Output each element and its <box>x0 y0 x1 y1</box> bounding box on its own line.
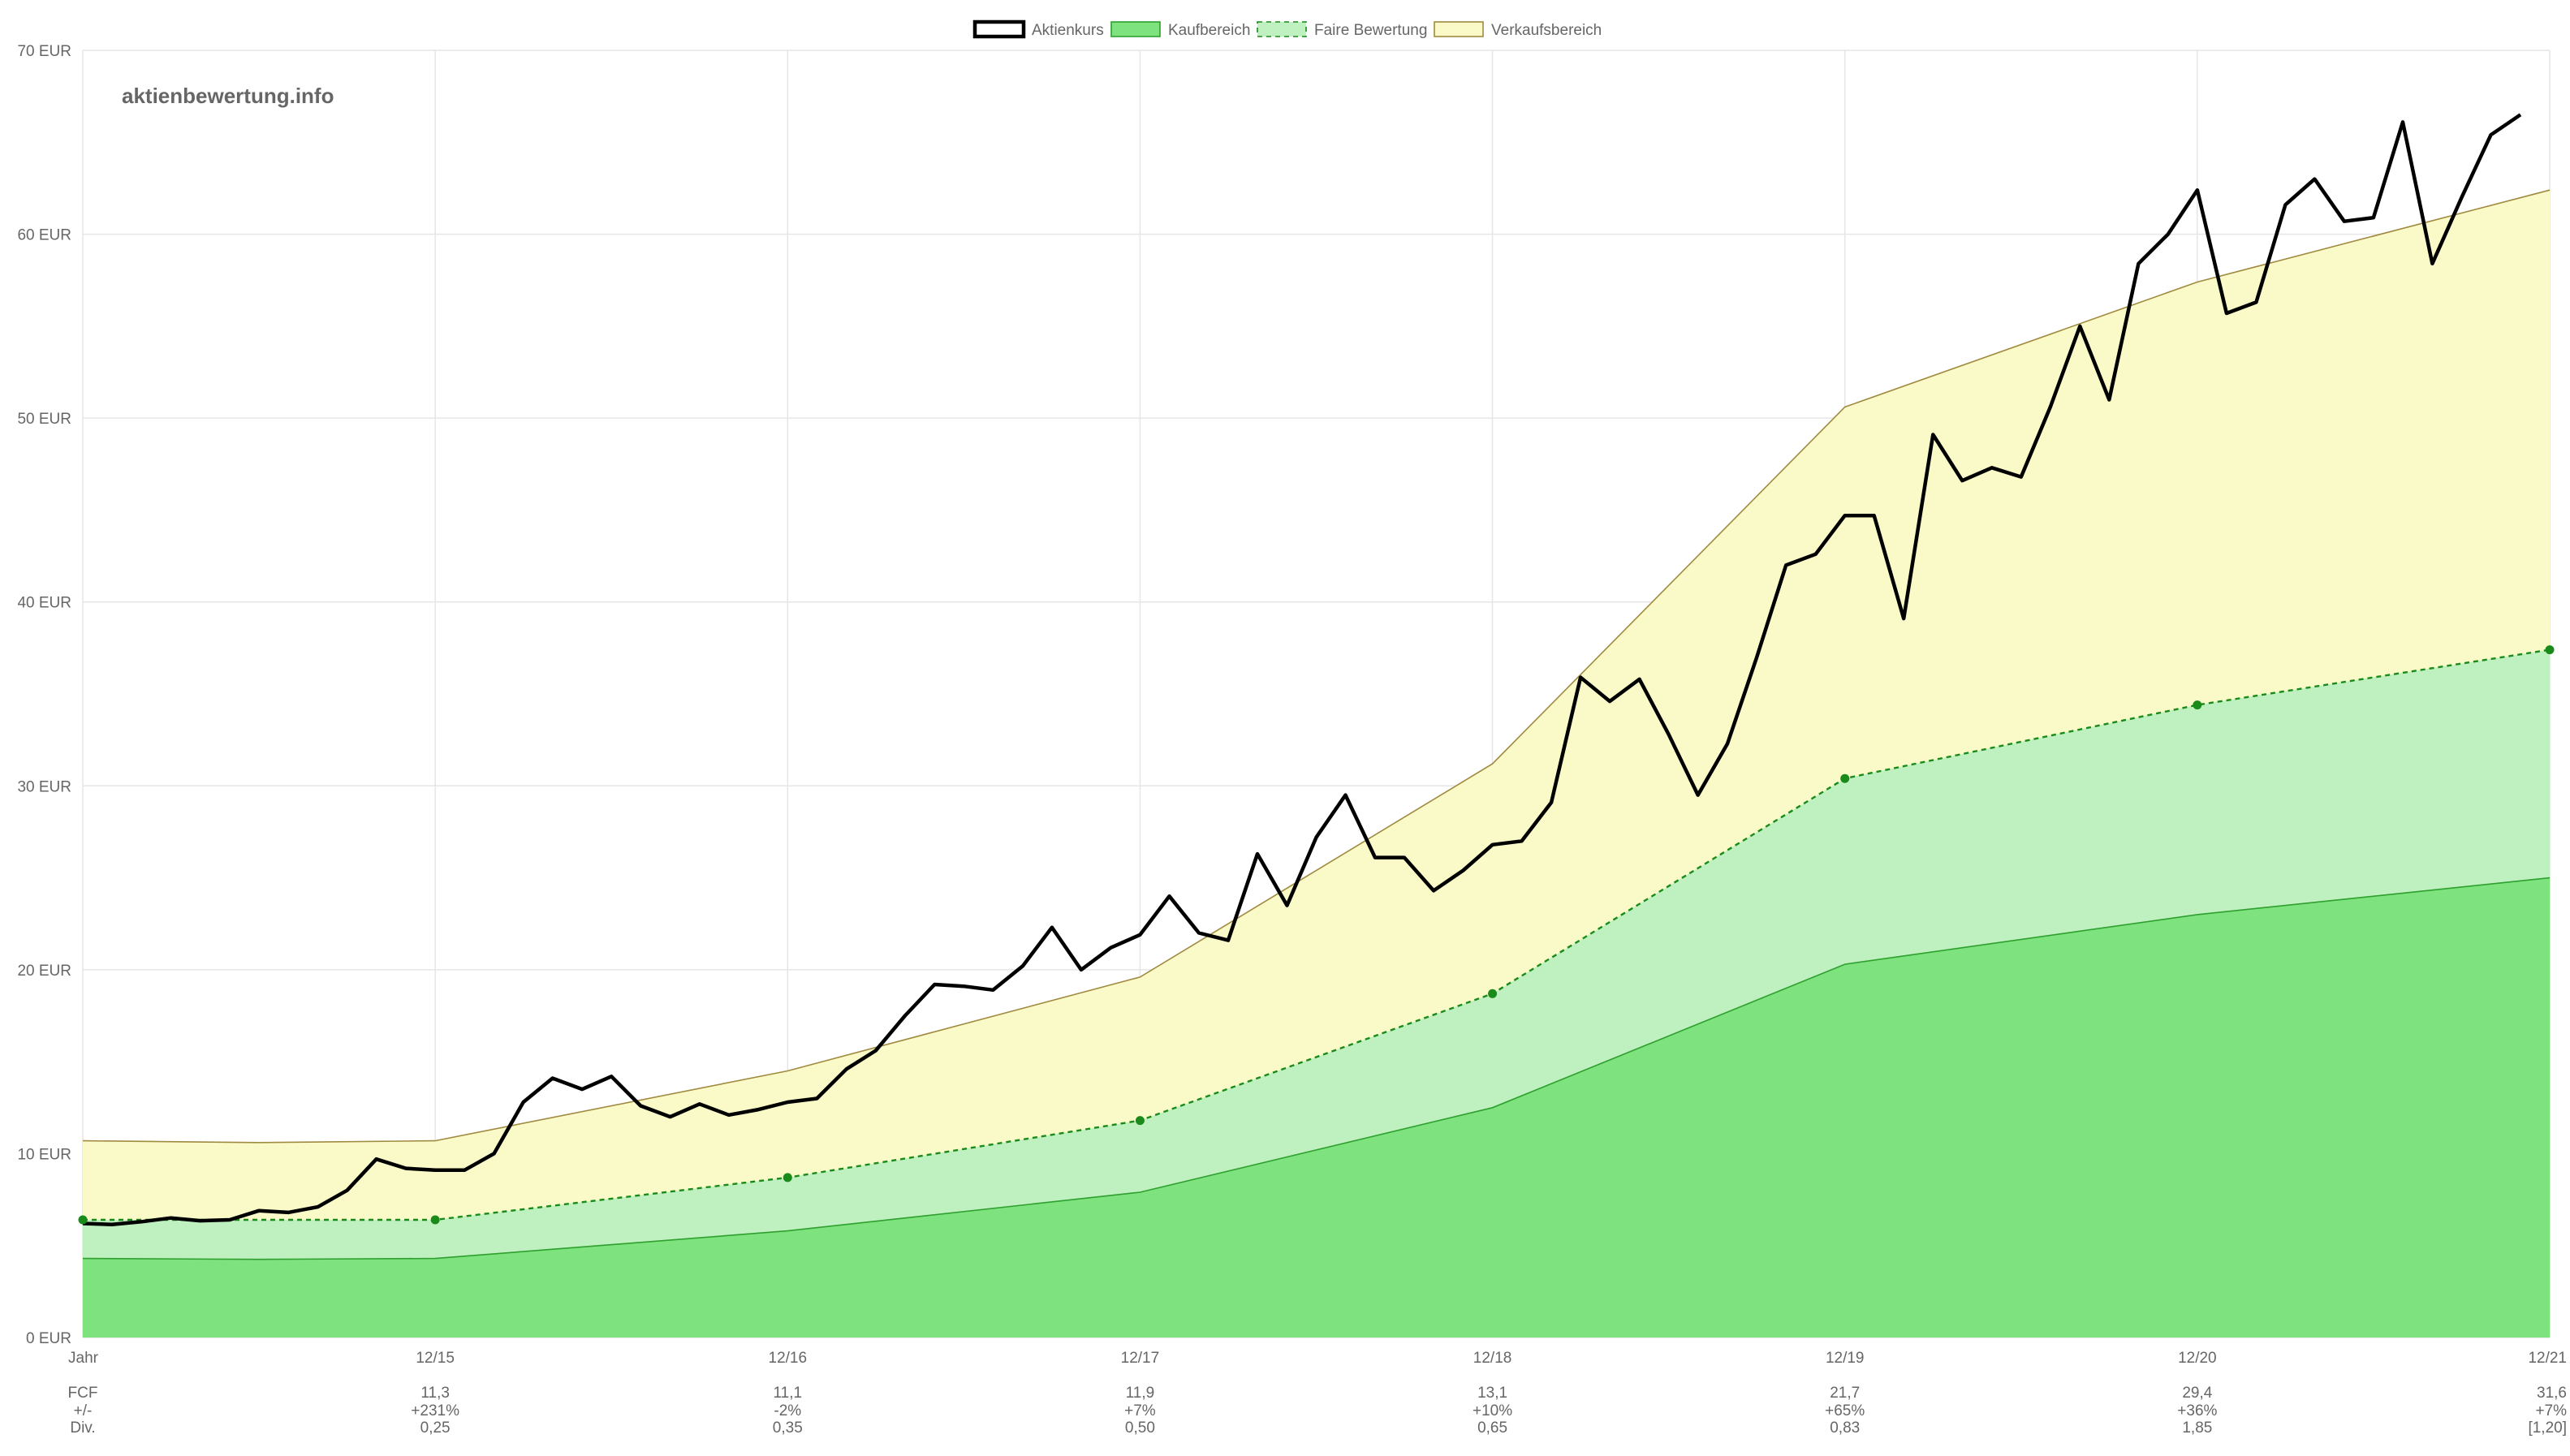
valuation-areas <box>83 190 2550 1338</box>
legend-swatch-fair <box>1257 21 1307 37</box>
fundamentals-table: FCF 11,3 11,1 11,9 13,1 21,7 29,4 31,6 +/- +231% -… <box>68 1385 2568 1437</box>
price-line <box>82 113 2522 1226</box>
table-cell: [1,20] <box>2528 1419 2567 1437</box>
y-axis-ticks: 0 EUR 10 EUR 20 EUR 30 EUR 40 EUR 50 EUR 60 EU… <box>17 43 71 1347</box>
x-tick-label: Jahr <box>68 1350 99 1367</box>
x-tick-label: 12/18 <box>1473 1350 1512 1367</box>
x-tick-label: 12/20 <box>2178 1350 2217 1367</box>
y-tick-label: 0 EUR <box>26 1330 71 1347</box>
table-cell: -2% <box>774 1402 801 1419</box>
y-tick-label: 50 EUR <box>17 411 71 428</box>
fair-value-point <box>2545 645 2555 655</box>
series-lines <box>82 113 2551 1260</box>
table-row-label: +/- <box>74 1402 93 1419</box>
y-tick-label: 20 EUR <box>17 963 71 980</box>
table-cell: 0,25 <box>420 1419 451 1437</box>
fair-value-point <box>783 1173 792 1182</box>
table-cell: +7% <box>1124 1402 1156 1419</box>
fair-value-point <box>1135 1116 1145 1126</box>
table-row-label: Div. <box>70 1419 95 1437</box>
fair-value-point <box>1840 773 1850 783</box>
legend-label-fair: Faire Bewertung <box>1314 22 1427 39</box>
table-cell: 0,83 <box>1830 1419 1860 1437</box>
y-tick-label: 60 EUR <box>17 227 71 244</box>
legend-label-price: Aktienkurs <box>1032 22 1104 39</box>
fair-value-point <box>1488 989 1498 998</box>
legend-swatch-sell <box>1434 21 1484 37</box>
table-cell: 21,7 <box>1830 1385 1860 1402</box>
table-cell: 11,1 <box>773 1385 802 1402</box>
y-tick-label: 70 EUR <box>17 43 71 60</box>
x-tick-label: 12/16 <box>769 1350 808 1367</box>
fair-value-point <box>78 1215 88 1225</box>
table-cell: +65% <box>1825 1402 1865 1419</box>
fair-value-point <box>2193 700 2202 710</box>
buy-line <box>82 877 2551 1260</box>
watermark-text: aktienbewertung.info <box>122 84 334 108</box>
table-cell: 29,4 <box>2182 1385 2212 1402</box>
table-cell: 0,35 <box>773 1419 803 1437</box>
y-tick-label: 30 EUR <box>17 778 71 795</box>
fair-value-markers <box>78 645 2555 1225</box>
sell-line <box>82 189 2551 1144</box>
table-cell: 11,3 <box>420 1385 450 1402</box>
legend-label-sell: Verkaufsbereich <box>1491 22 1602 39</box>
legend-swatch-price <box>972 19 1026 39</box>
legend: Aktienkurs Kaufbereich Faire Bewertung Verk… <box>972 19 1602 39</box>
fair-line <box>83 648 2551 1221</box>
table-cell: 0,50 <box>1125 1419 1155 1437</box>
table-row-label: FCF <box>68 1385 98 1402</box>
x-axis-ticks: Jahr 12/15 12/16 12/17 12/18 12/19 12/20 12/21 <box>68 1350 2567 1367</box>
table-cell: 11,9 <box>1126 1385 1155 1402</box>
table-cell: +7% <box>2535 1402 2567 1419</box>
x-tick-label: 12/15 <box>416 1350 455 1367</box>
table-cell: 0,65 <box>1477 1419 1507 1437</box>
table-cell: +10% <box>1473 1402 1512 1419</box>
table-cell: 1,85 <box>2182 1419 2212 1437</box>
y-tick-label: 40 EUR <box>17 595 71 612</box>
legend-swatch-buy <box>1110 21 1161 37</box>
table-cell: 13,1 <box>1477 1385 1507 1402</box>
x-tick-label: 12/19 <box>1826 1350 1865 1367</box>
table-cell: +36% <box>2177 1402 2217 1419</box>
y-tick-label: 10 EUR <box>17 1146 71 1163</box>
fair-value-point <box>430 1215 440 1225</box>
table-cell: +231% <box>411 1402 459 1419</box>
legend-label-buy: Kaufbereich <box>1168 22 1250 39</box>
table-cell: 31,6 <box>2537 1385 2567 1402</box>
buy-area <box>83 877 2550 1338</box>
x-tick-label: 12/21 <box>2528 1350 2567 1367</box>
x-tick-label: 12/17 <box>1121 1350 1160 1367</box>
